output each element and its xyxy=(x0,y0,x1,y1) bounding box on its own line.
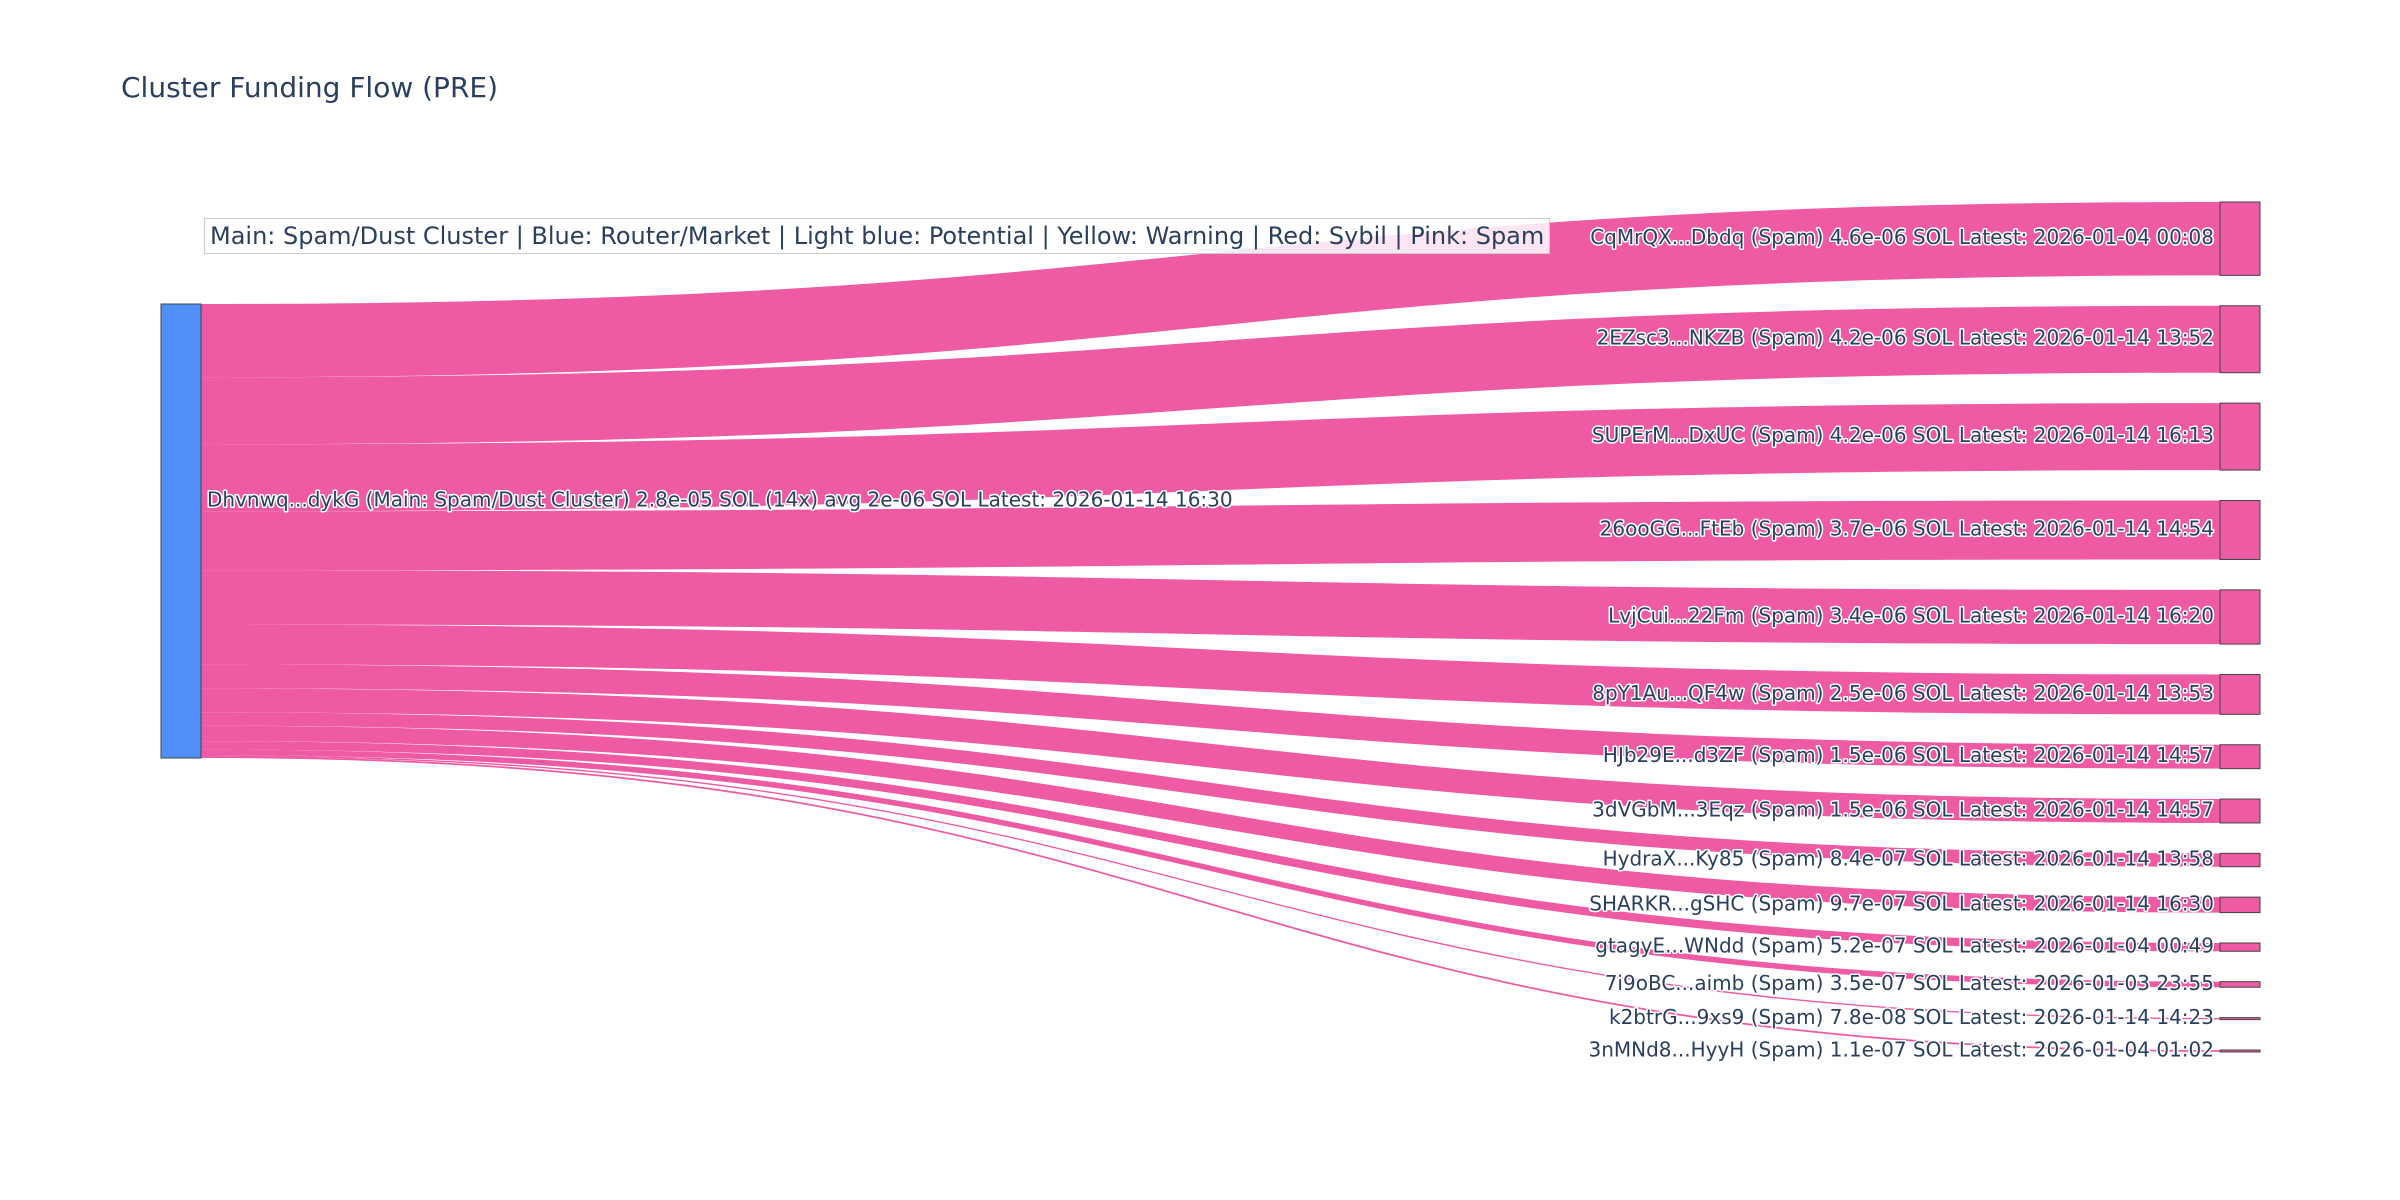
target-node-label: SHARKR...gSHC (Spam) 9.7e-07 SOL Latest:… xyxy=(1589,891,2214,915)
flow-link[interactable] xyxy=(201,749,2220,988)
target-node[interactable] xyxy=(2219,673,2261,715)
target-node[interactable] xyxy=(2219,981,2261,988)
flow-link[interactable] xyxy=(201,202,2220,378)
target-node[interactable] xyxy=(2219,1049,2261,1053)
target-node-label: k2btrG...9xs9 (Spam) 7.8e-08 SOL Latest:… xyxy=(1609,1005,2214,1029)
labels-layer: Dhvnwq...dykG (Main: Spam/Dust Cluster) … xyxy=(206,224,2216,1063)
target-node[interactable] xyxy=(2219,589,2261,645)
target-node-label: 26ooGG...FtEb (Spam) 3.7e-06 SOL Latest:… xyxy=(1600,516,2214,540)
flow-link[interactable] xyxy=(201,741,2220,952)
target-node[interactable] xyxy=(2219,402,2261,471)
flow-link[interactable] xyxy=(201,712,2220,867)
target-node[interactable] xyxy=(2219,201,2261,276)
flow-link[interactable] xyxy=(201,305,2220,445)
flow-link[interactable] xyxy=(201,403,2220,512)
flow-link[interactable] xyxy=(201,570,2220,645)
target-node-label: 3dVGbM...3Eqz (Spam) 1.5e-06 SOL Latest:… xyxy=(1592,797,2214,821)
legend-box: Main: Spam/Dust Cluster | Blue: Router/M… xyxy=(204,218,1551,254)
flow-link[interactable] xyxy=(201,624,2220,715)
flow-link[interactable] xyxy=(201,725,2220,913)
target-node-label: HJb29E...d3ZF (Spam) 1.5e-06 SOL Latest:… xyxy=(1603,743,2214,767)
target-node-label: SUPErM...DxUC (Spam) 4.2e-06 SOL Latest:… xyxy=(1592,423,2214,447)
target-node-label: 2EZsc3...NKZB (Spam) 4.2e-06 SOL Latest:… xyxy=(1597,326,2214,350)
target-node[interactable] xyxy=(2219,1017,2261,1021)
target-node[interactable] xyxy=(2219,744,2261,770)
page-title: Cluster Funding Flow (PRE) xyxy=(121,71,499,104)
target-node[interactable] xyxy=(2219,499,2261,560)
nodes-layer xyxy=(160,201,2261,1053)
target-node[interactable] xyxy=(2219,942,2261,952)
target-node[interactable] xyxy=(2219,896,2261,914)
target-node-label: CqMrQX...Dbdq (Spam) 4.6e-06 SOL Latest:… xyxy=(1590,225,2214,249)
target-node-label: 7i9oBC...aimb (Spam) 3.5e-07 SOL Latest:… xyxy=(1605,971,2214,995)
target-node[interactable] xyxy=(2219,305,2261,374)
source-node-label: Dhvnwq...dykG (Main: Spam/Dust Cluster) … xyxy=(207,488,1233,512)
flow-link[interactable] xyxy=(201,756,2220,1052)
links-layer xyxy=(201,202,2220,1052)
source-node[interactable] xyxy=(160,303,202,759)
target-node-label: 8pY1Au...QF4w (Spam) 2.5e-06 SOL Latest:… xyxy=(1592,681,2214,705)
flow-link[interactable] xyxy=(201,755,2220,1020)
flow-link[interactable] xyxy=(201,500,2220,571)
target-node-label: LvjCui...22Fm (Spam) 3.4e-06 SOL Latest:… xyxy=(1608,603,2214,627)
target-node-label: gtagyE...WNdd (Spam) 5.2e-07 SOL Latest:… xyxy=(1595,934,2214,958)
flow-link[interactable] xyxy=(201,688,2220,823)
target-node-label: 3nMNd8...HyyH (Spam) 1.1e-07 SOL Latest:… xyxy=(1588,1038,2214,1062)
flow-link[interactable] xyxy=(201,664,2220,769)
target-node[interactable] xyxy=(2219,852,2261,868)
target-node[interactable] xyxy=(2219,798,2261,824)
target-node-label: HydraX...Ky85 (Spam) 8.4e-07 SOL Latest:… xyxy=(1603,847,2214,871)
